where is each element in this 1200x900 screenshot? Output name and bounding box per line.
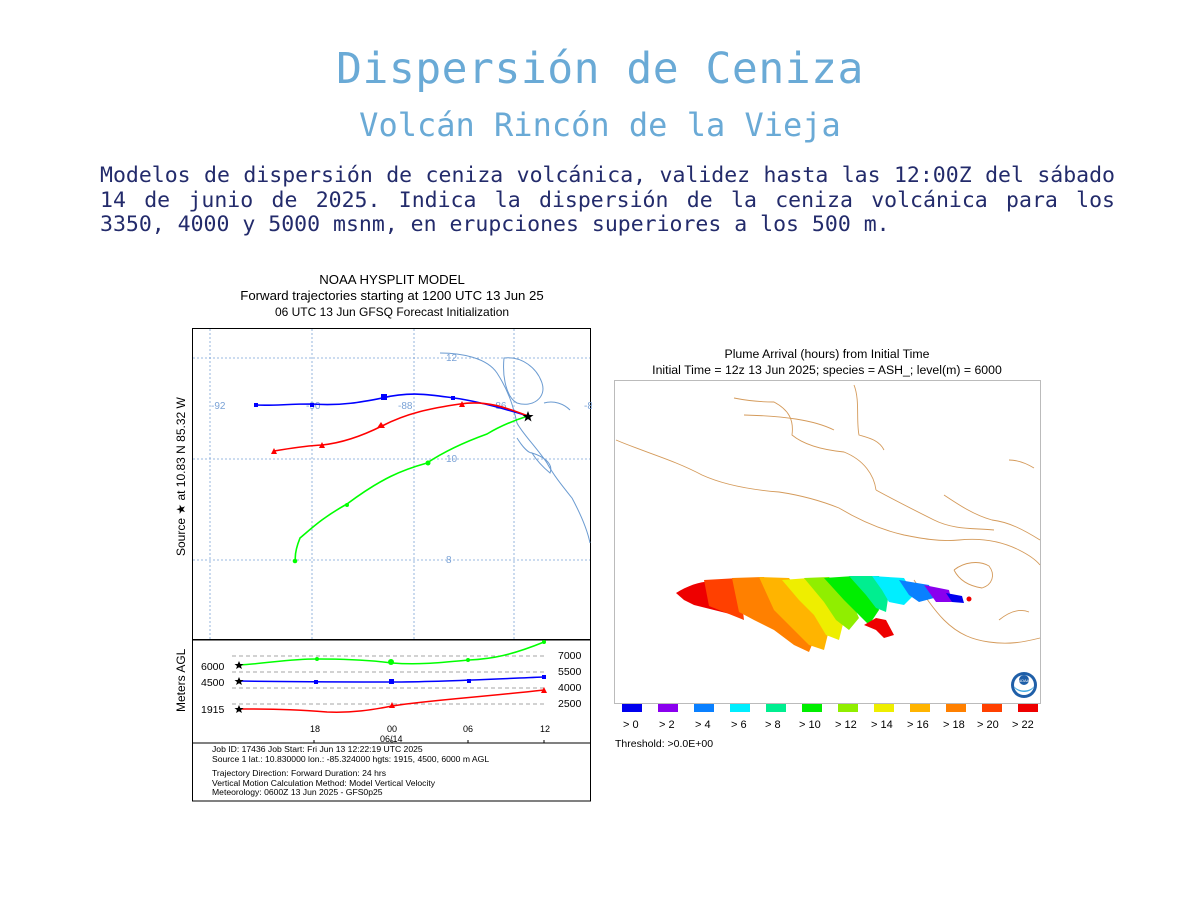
legend-swatch	[838, 704, 858, 712]
slide-subtitle: Volcán Rincón de la Vieja	[359, 106, 841, 144]
noaa-logo: NOAA	[1011, 672, 1037, 698]
date-label: 06/14	[380, 734, 403, 744]
legend-label: > 12	[835, 719, 857, 731]
legend-swatch	[982, 704, 1002, 712]
hysplit-map: -92 -90 -88 -86 -84 12 10 8	[192, 328, 592, 802]
legend-swatch	[874, 704, 894, 712]
profile-1915m	[238, 689, 545, 713]
legend-label: > 0	[623, 719, 639, 731]
legend-swatch	[910, 704, 930, 712]
hysplit-header-line1: NOAA HYSPLIT MODEL	[319, 272, 465, 287]
legend-swatch	[1018, 704, 1038, 712]
slide-title: Dispersión de Ceniza	[336, 44, 864, 94]
info-line: Job ID: 17436 Job Start: Fri Jun 13 12:2…	[212, 744, 423, 754]
legend-label: > 4	[695, 719, 711, 731]
plume-legend	[622, 704, 1038, 712]
plume-header: Plume Arrival (hours) from Initial Time …	[614, 347, 1040, 378]
legend-label: > 18	[943, 719, 965, 731]
time-label: 06	[463, 724, 473, 734]
legend-swatch	[622, 704, 642, 712]
lat-label: 8	[446, 555, 452, 566]
height-label: 1915	[201, 704, 225, 716]
legend-label: > 6	[731, 719, 747, 731]
source-label: Source ★ at 10.83 N 85.32 W	[174, 397, 188, 556]
legend-label: > 22	[1012, 719, 1034, 731]
time-label: 00	[387, 724, 397, 734]
height-label: 4000	[558, 682, 582, 694]
trajectory-markers	[254, 394, 465, 564]
legend-swatch	[802, 704, 822, 712]
plume-header-line2: Initial Time = 12z 13 Jun 2025; species …	[652, 362, 1002, 377]
legend-label: > 14	[871, 719, 893, 731]
hysplit-header: NOAA HYSPLIT MODEL Forward trajectories …	[193, 272, 591, 320]
profile-markers	[234, 640, 547, 713]
legend-label: > 8	[765, 719, 781, 731]
plume-map: NOAA	[614, 380, 1041, 704]
info-line: Meteorology: 0600Z 13 Jun 2025 - GFS0p25	[212, 787, 383, 798]
info-line: Source 1 lat.: 10.830000 lon.: -85.32400…	[212, 753, 490, 764]
legend-swatch	[946, 704, 966, 712]
plume-header-line1: Plume Arrival (hours) from Initial Time	[724, 347, 930, 361]
height-label: 6000	[201, 661, 225, 673]
trajectory-1915m	[273, 402, 529, 452]
legend-label: > 20	[977, 719, 999, 731]
height-label: 7000	[558, 650, 582, 662]
hysplit-info-box	[192, 742, 591, 802]
trajectory-6000m	[294, 415, 529, 563]
lat-label: 10	[446, 454, 458, 465]
lon-label: -84	[584, 401, 592, 412]
legend-label: > 2	[659, 719, 675, 731]
height-label: 4500	[201, 677, 225, 689]
info-line: Vertical Motion Calculation Method: Mode…	[212, 777, 436, 788]
hysplit-header-line2: Forward trajectories starting at 1200 UT…	[240, 288, 544, 303]
legend-swatch	[730, 704, 750, 712]
vertical-axis-label: Meters AGL	[174, 648, 188, 712]
noaa-logo-text: NOAA	[1018, 678, 1030, 683]
plume-coastline	[615, 384, 1041, 644]
legend-swatch	[694, 704, 714, 712]
legend-label: > 10	[799, 719, 821, 731]
legend-swatch	[658, 704, 678, 712]
source-star-icon	[522, 411, 534, 422]
ash-plume	[676, 576, 972, 652]
legend-swatch	[766, 704, 786, 712]
height-label: 5500	[558, 666, 582, 678]
time-label: 12	[540, 724, 550, 734]
hysplit-info: Job ID: 17436 Job Start: Fri Jun 13 12:2…	[212, 744, 490, 798]
info-line: Trajectory Direction: Forward Duration: …	[212, 768, 387, 779]
lon-label: -92	[211, 401, 226, 412]
vertical-profile-grid	[232, 655, 547, 705]
lon-label: -88	[398, 401, 413, 412]
lat-label: 12	[446, 353, 458, 364]
time-label: 18	[310, 724, 320, 734]
hysplit-header-line3: 06 UTC 13 Jun GFSQ Forecast Initializati…	[274, 305, 510, 319]
threshold-label: Threshold: >0.0E+00	[615, 738, 714, 750]
height-label: 2500	[558, 698, 582, 710]
legend-label: > 16	[907, 719, 929, 731]
hysplit-coastline	[439, 352, 591, 544]
slide-description: Modelos de dispersión de ceniza volcánic…	[100, 163, 1115, 237]
